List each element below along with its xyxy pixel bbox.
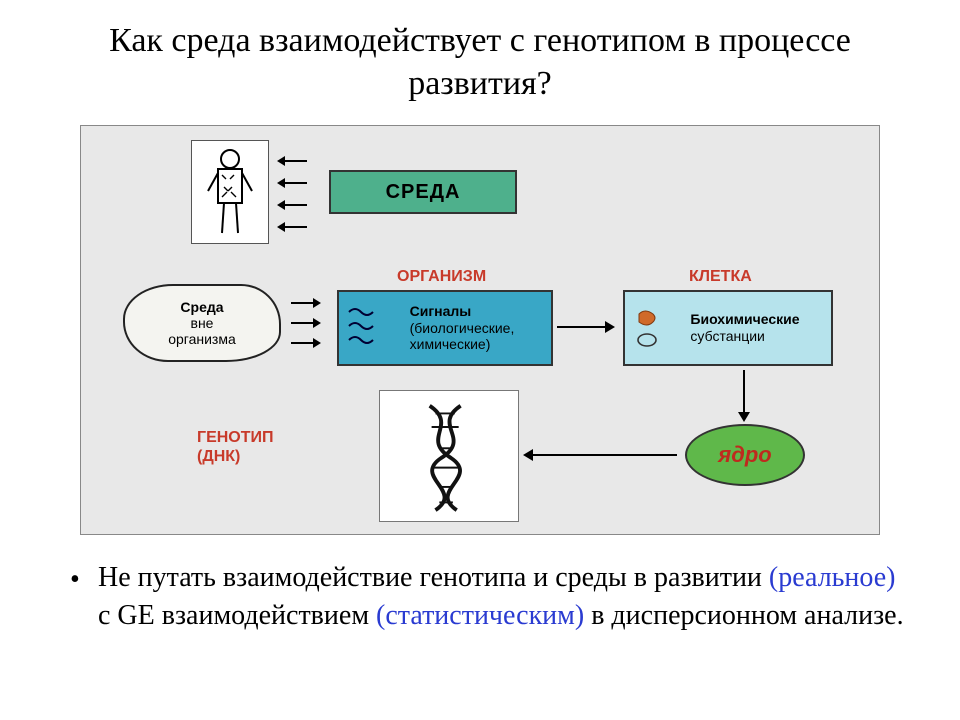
cloud-external-env: Среда вне организма	[123, 284, 281, 362]
cloud-line1: Среда	[168, 299, 236, 315]
biochem-line1: Биохимические	[690, 311, 799, 328]
signals-line2: (биологические,	[410, 320, 515, 337]
nucleus-ellipse: ядро	[685, 424, 805, 486]
arrow-icon	[743, 370, 745, 420]
biochem-line2: субстанции	[690, 328, 799, 345]
cloud-line3: организма	[168, 331, 236, 347]
arrow-icon	[291, 322, 319, 324]
arrow-icon	[279, 160, 307, 162]
biochem-box: Биохимические субстанции	[623, 290, 833, 366]
genotype-label: ГЕНОТИП (ДНК)	[197, 428, 274, 466]
signals-box: Сигналы (биологические, химические)	[337, 290, 553, 366]
nucleus-label: ядро	[718, 442, 771, 468]
bullet-t4: (статистическим)	[376, 600, 584, 631]
slide-title: Как среда взаимодействует с генотипом в …	[0, 0, 960, 115]
env-box-label: СРЕДА	[386, 181, 461, 204]
organism-label: ОРГАНИЗМ	[397, 268, 486, 286]
bullet-t2: (реальное)	[769, 562, 896, 593]
bullet-item: Не путать взаимодействие генотипа и сред…	[70, 559, 910, 635]
arrow-icon	[279, 204, 307, 206]
arrow-icon	[291, 302, 319, 304]
arrow-icon	[291, 342, 319, 344]
arrow-icon	[279, 226, 307, 228]
bullet-area: Не путать взаимодействие генотипа и сред…	[0, 535, 960, 635]
cell-label: КЛЕТКА	[689, 268, 752, 286]
env-box: СРЕДА	[329, 170, 517, 214]
diagram: СРЕДА Среда вне организма ОРГАНИЗМ КЛЕТК…	[80, 125, 880, 535]
signals-line1: Сигналы	[410, 303, 515, 320]
signals-line3: химические)	[410, 336, 515, 353]
person-icon	[191, 140, 269, 244]
genotype-line1: ГЕНОТИП	[197, 428, 274, 447]
bullet-t3: с GE взаимодействием	[98, 600, 376, 631]
bullet-t5: в дисперсионном анализе.	[584, 600, 903, 631]
arrow-icon	[525, 454, 677, 456]
arrow-icon	[279, 182, 307, 184]
genotype-line2: (ДНК)	[197, 447, 274, 466]
bullet-t1: Не путать взаимодействие генотипа и сред…	[98, 562, 769, 593]
dna-icon	[379, 390, 519, 522]
cloud-line2: вне	[168, 315, 236, 331]
arrow-icon	[557, 326, 613, 328]
